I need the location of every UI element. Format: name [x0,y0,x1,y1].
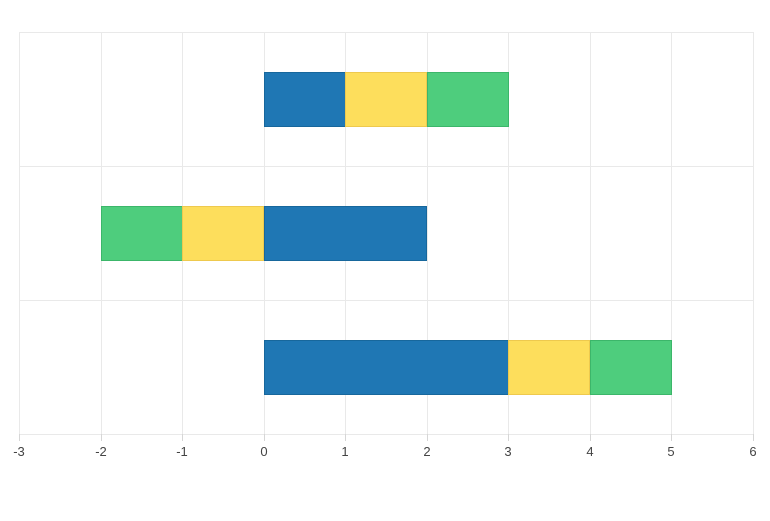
vertical-gridline [508,32,509,434]
x-axis-tick-label: -1 [176,444,188,459]
x-axis-tick-mark [101,434,102,441]
horizontal-gridline [19,32,753,33]
bar-segment-green[interactable] [101,206,183,261]
x-axis-tick-mark [671,434,672,441]
x-axis-tick-mark [427,434,428,441]
bar-segment-blue[interactable] [264,72,346,127]
vertical-gridline [590,32,591,434]
vertical-gridline [427,32,428,434]
horizontal-gridline [19,434,753,435]
bar-segment-blue[interactable] [264,340,509,395]
x-axis-tick-label: 0 [260,444,268,459]
horizontal-gridline [19,166,753,167]
x-axis-tick-label: 6 [749,444,757,459]
bar-segment-yellow[interactable] [182,206,264,261]
x-axis-tick-mark [508,434,509,441]
vertical-gridline [671,32,672,434]
x-axis-tick-label: 4 [586,444,594,459]
vertical-gridline [753,32,754,434]
x-axis-tick-mark [182,434,183,441]
x-axis-tick-mark [264,434,265,441]
x-axis-tick-label: 5 [667,444,675,459]
x-axis-tick-label: -2 [95,444,107,459]
x-axis-tick-label: 1 [341,444,349,459]
bar-segment-blue[interactable] [264,206,427,261]
x-axis-tick-label: 3 [504,444,512,459]
bar-segment-green[interactable] [427,72,509,127]
x-axis-tick-label: 2 [423,444,431,459]
x-axis-tick-mark [19,434,20,441]
x-axis-tick-mark [345,434,346,441]
x-axis-tick-mark [590,434,591,441]
horizontal-gridline [19,300,753,301]
bar-segment-yellow[interactable] [508,340,590,395]
x-axis-tick-label: -3 [13,444,25,459]
x-axis-tick-mark [753,434,754,441]
plot-area [19,32,754,435]
bar-segment-green[interactable] [590,340,672,395]
vertical-gridline [19,32,20,434]
bar-segment-yellow[interactable] [345,72,427,127]
